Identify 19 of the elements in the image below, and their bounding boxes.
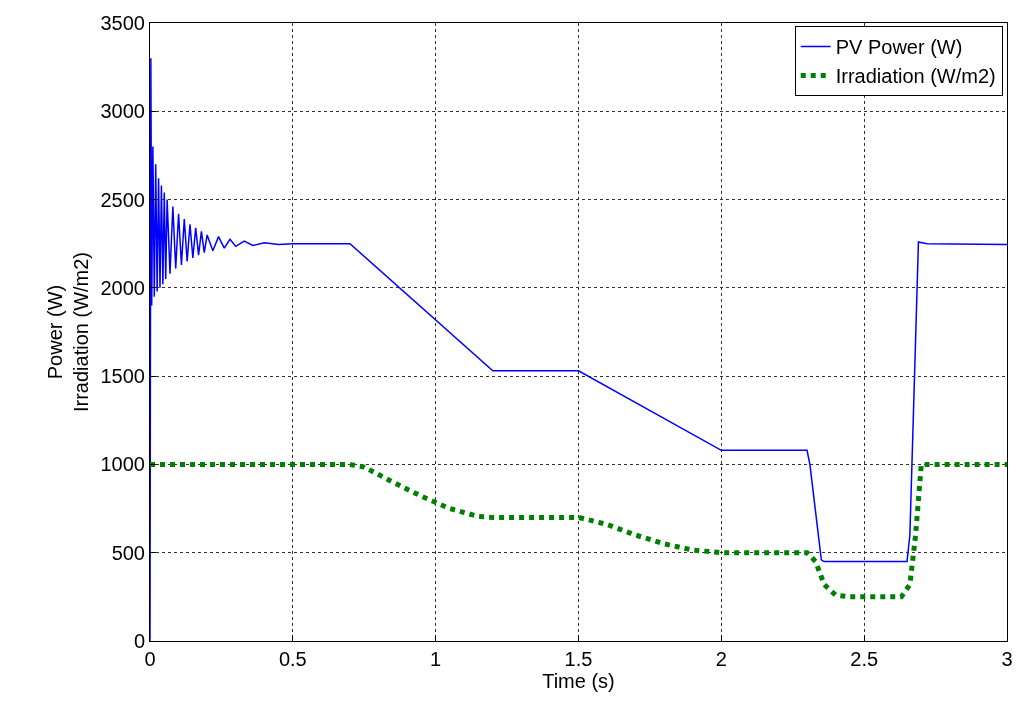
x-tick-label: 2 — [715, 648, 727, 670]
x-tick-label: 0.5 — [278, 648, 307, 670]
y-tick-label: 3500 — [100, 12, 145, 34]
y-tick-label: 2500 — [100, 188, 145, 211]
legend-label: Irradiation (W/m2) — [835, 65, 996, 88]
line-series — [150, 57, 1007, 641]
y-tick-label: 3000 — [100, 100, 145, 123]
y-tick-label: 1500 — [100, 365, 145, 388]
x-tick-label: 1.5 — [564, 648, 593, 670]
x-tick-label: 2.5 — [850, 648, 879, 670]
x-tick-label: 1 — [430, 648, 442, 670]
legend-label: PV Power (W) — [835, 36, 963, 59]
y-tick-label: 1000 — [100, 453, 145, 476]
x-tick-label: 3 — [1001, 648, 1013, 670]
y-tick-label: 0 — [133, 630, 145, 652]
y-axis-title: Power (W) Irradiation (W/m2) — [44, 251, 92, 413]
y-tick-label: 500 — [111, 541, 145, 564]
x-axis-title: Time (s) — [542, 670, 615, 692]
y-tick-label: 2000 — [100, 276, 145, 299]
